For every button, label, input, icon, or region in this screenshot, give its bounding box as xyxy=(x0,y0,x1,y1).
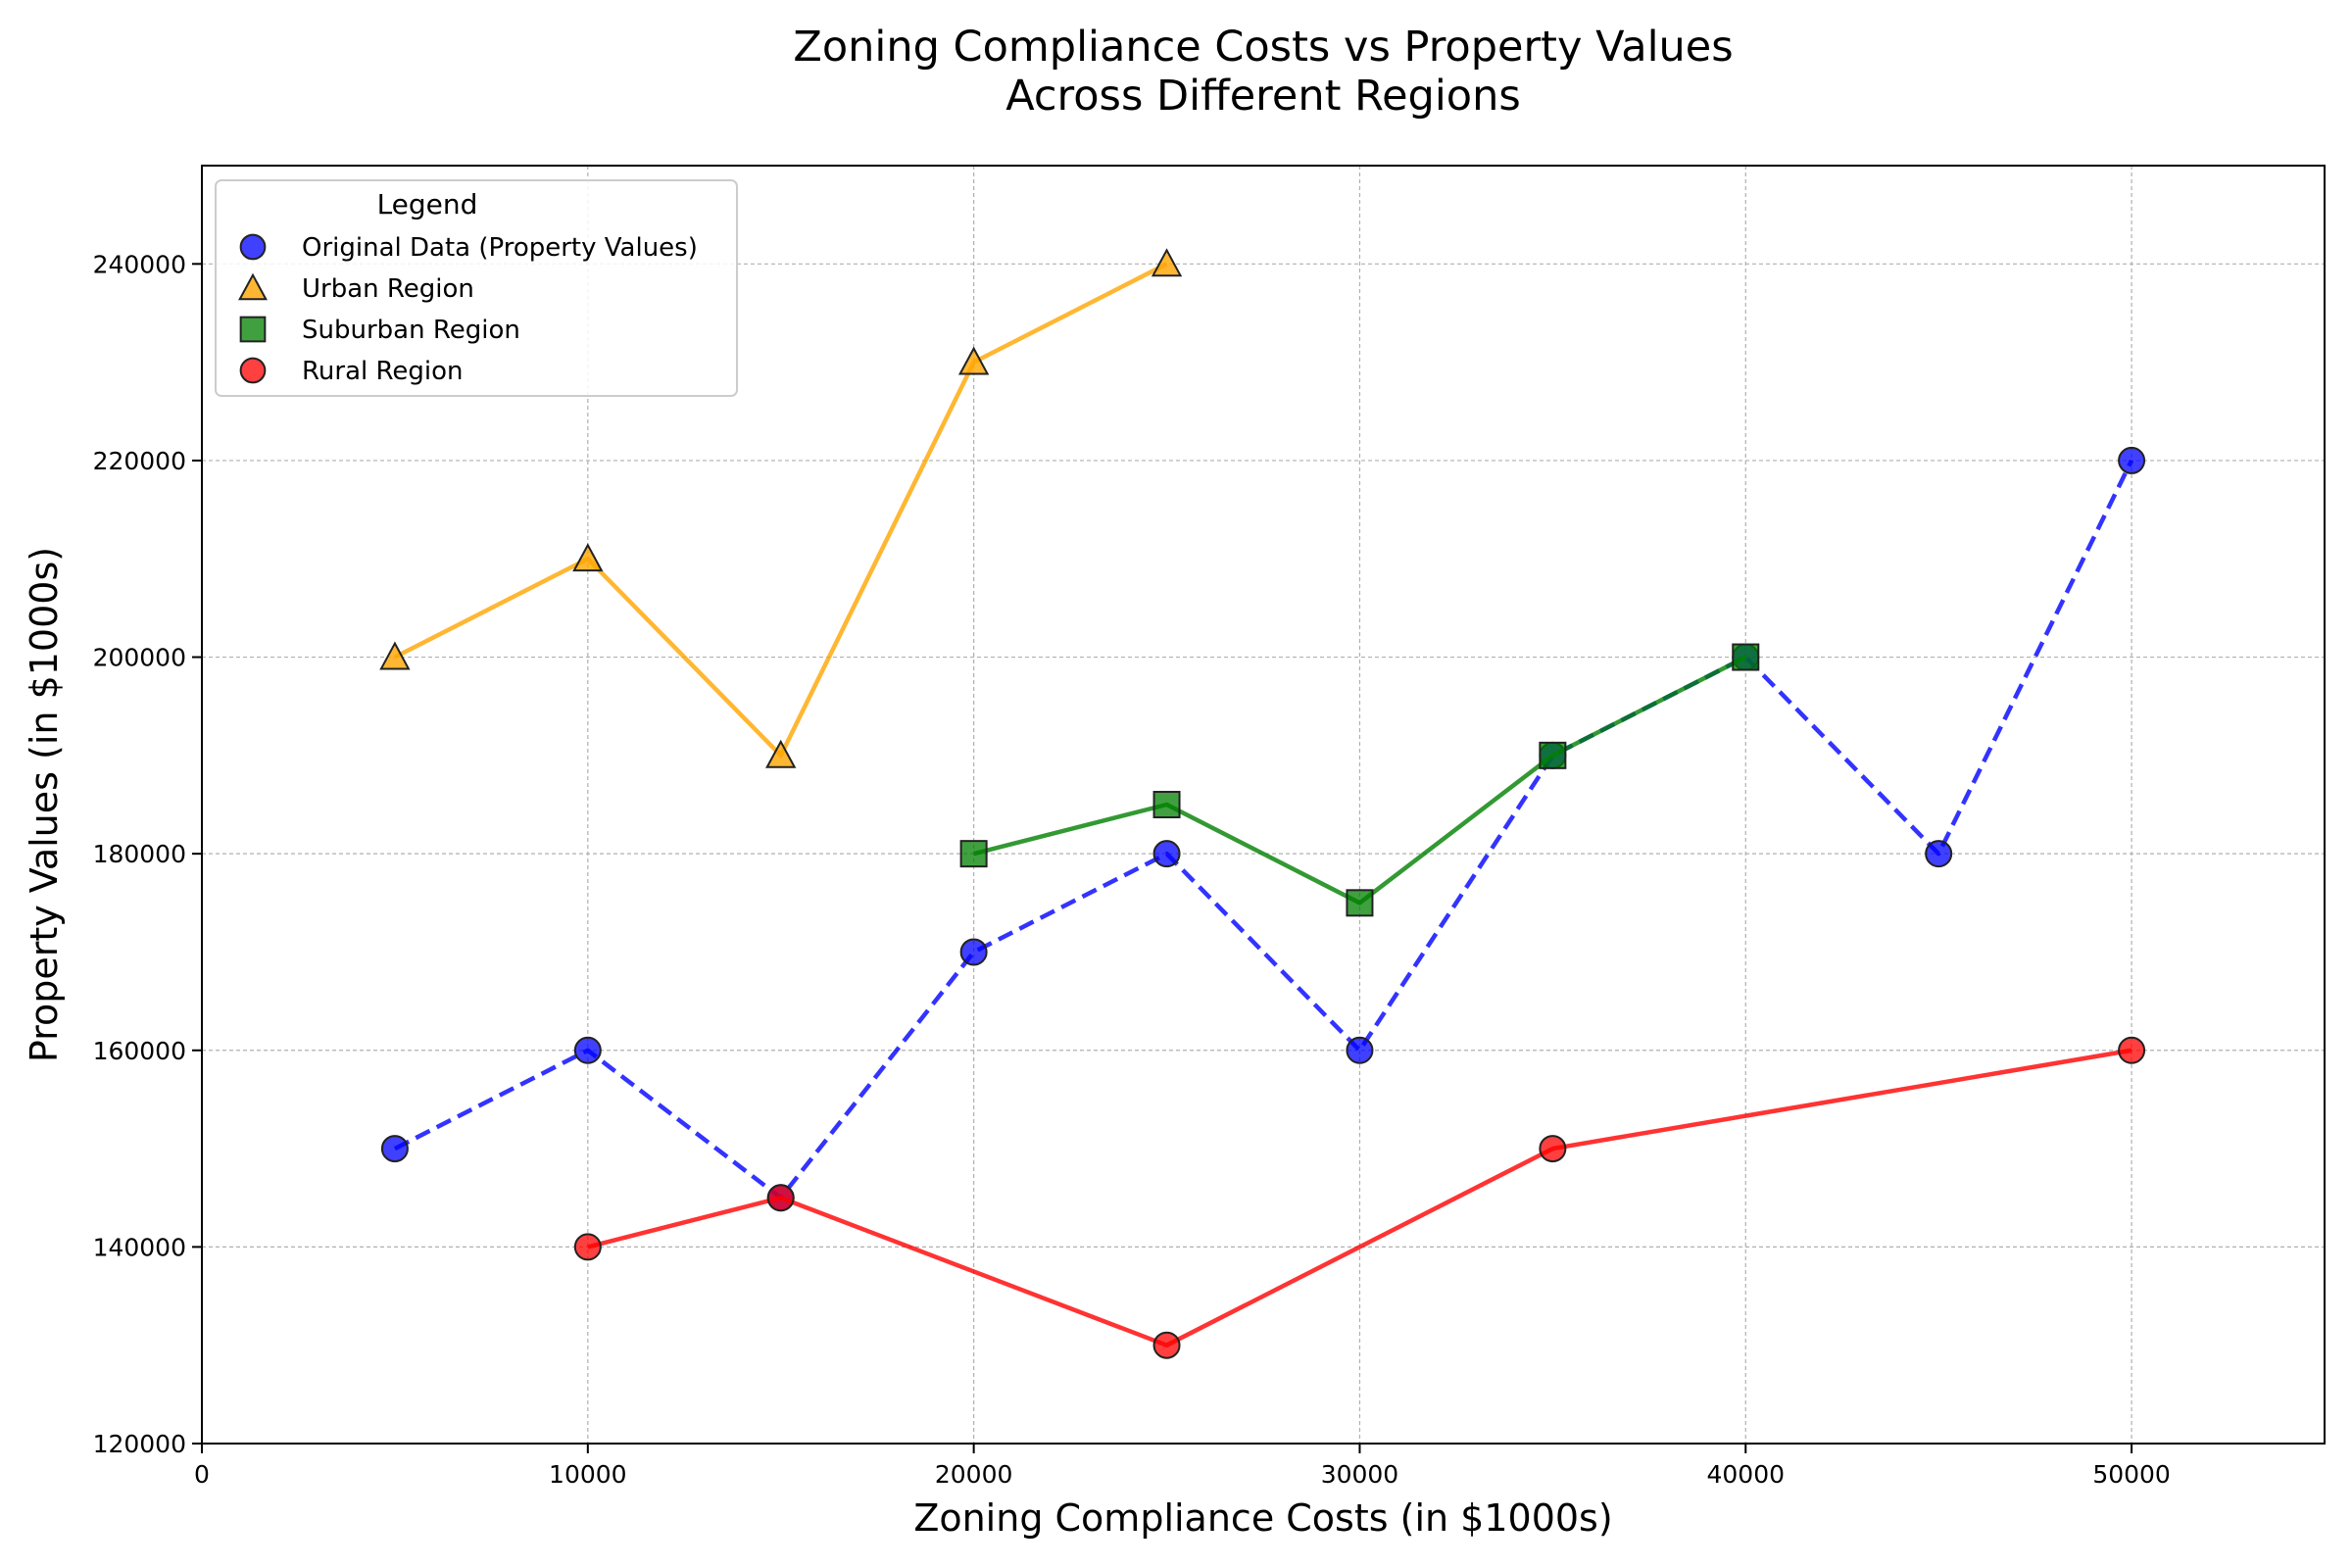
x-tick-label: 30000 xyxy=(1321,1460,1399,1489)
data-point xyxy=(572,543,604,572)
x-tick-label: 10000 xyxy=(549,1460,627,1489)
y-tick-label: 240000 xyxy=(93,250,186,278)
chart-title-line: Across Different Regions xyxy=(1005,72,1521,121)
data-point xyxy=(1925,840,1953,868)
data-point xyxy=(959,840,988,868)
data-point xyxy=(573,1233,602,1261)
legend-label: Rural Region xyxy=(302,357,464,386)
legend: Legend Original Data (Property Values) Urb… xyxy=(215,179,738,397)
legend-marker xyxy=(238,272,268,301)
series-2 xyxy=(959,643,1760,917)
x-tick-label: 0 xyxy=(194,1460,210,1489)
y-tick-label: 160000 xyxy=(93,1037,186,1065)
data-point xyxy=(1151,248,1183,277)
data-point xyxy=(959,938,988,966)
data-point xyxy=(766,1184,795,1212)
chart-title-line: Zoning Compliance Costs vs Property Valu… xyxy=(793,23,1733,72)
data-point xyxy=(1152,840,1181,868)
legend-box xyxy=(215,179,738,397)
data-point xyxy=(1152,791,1181,818)
y-axis-label: Property Values (in $1000s) xyxy=(23,547,66,1062)
data-point xyxy=(573,1036,602,1064)
x-tick-label: 40000 xyxy=(1707,1460,1786,1489)
series-line xyxy=(393,459,2134,1200)
chart-title: Zoning Compliance Costs vs Property Valu… xyxy=(793,23,1733,121)
data-point xyxy=(957,346,990,375)
data-point xyxy=(2118,446,2146,474)
series-3 xyxy=(573,1036,2146,1359)
data-point xyxy=(765,739,797,768)
data-point xyxy=(1732,643,1760,671)
y-tick-label: 140000 xyxy=(93,1233,186,1261)
grid xyxy=(202,166,2325,1444)
plot-frame xyxy=(201,165,2326,1445)
data-point xyxy=(2118,1036,2146,1064)
legend-title: Legend xyxy=(377,188,478,220)
legend-label: Original Data (Property Values) xyxy=(302,233,698,263)
data-point xyxy=(380,1135,409,1163)
x-axis-label: Zoning Compliance Costs (in $1000s) xyxy=(913,1496,1612,1540)
data-point xyxy=(1346,889,1374,917)
legend-label: Suburban Region xyxy=(302,316,520,345)
legend-marker xyxy=(239,357,267,384)
data-point xyxy=(1152,1331,1181,1359)
series-1 xyxy=(379,248,1183,768)
data-point xyxy=(1346,1036,1374,1064)
y-tick-label: 200000 xyxy=(93,644,186,672)
y-tick-label: 120000 xyxy=(93,1430,186,1458)
legend-marker xyxy=(239,316,267,343)
legend-label: Urban Region xyxy=(302,274,474,304)
x-tick-label: 50000 xyxy=(2092,1460,2171,1489)
series-layer xyxy=(379,248,2146,1359)
x-tick-label: 20000 xyxy=(935,1460,1013,1489)
data-point xyxy=(1539,1135,1567,1163)
data-point xyxy=(379,641,411,670)
y-tick-label: 180000 xyxy=(93,840,186,868)
y-tick-label: 220000 xyxy=(93,447,186,475)
legend-marker xyxy=(239,233,267,261)
data-point xyxy=(1539,741,1567,769)
axis-ticks: 0 10000 20000 30000 40000 50000 120000 140000 16… xyxy=(93,250,2171,1489)
